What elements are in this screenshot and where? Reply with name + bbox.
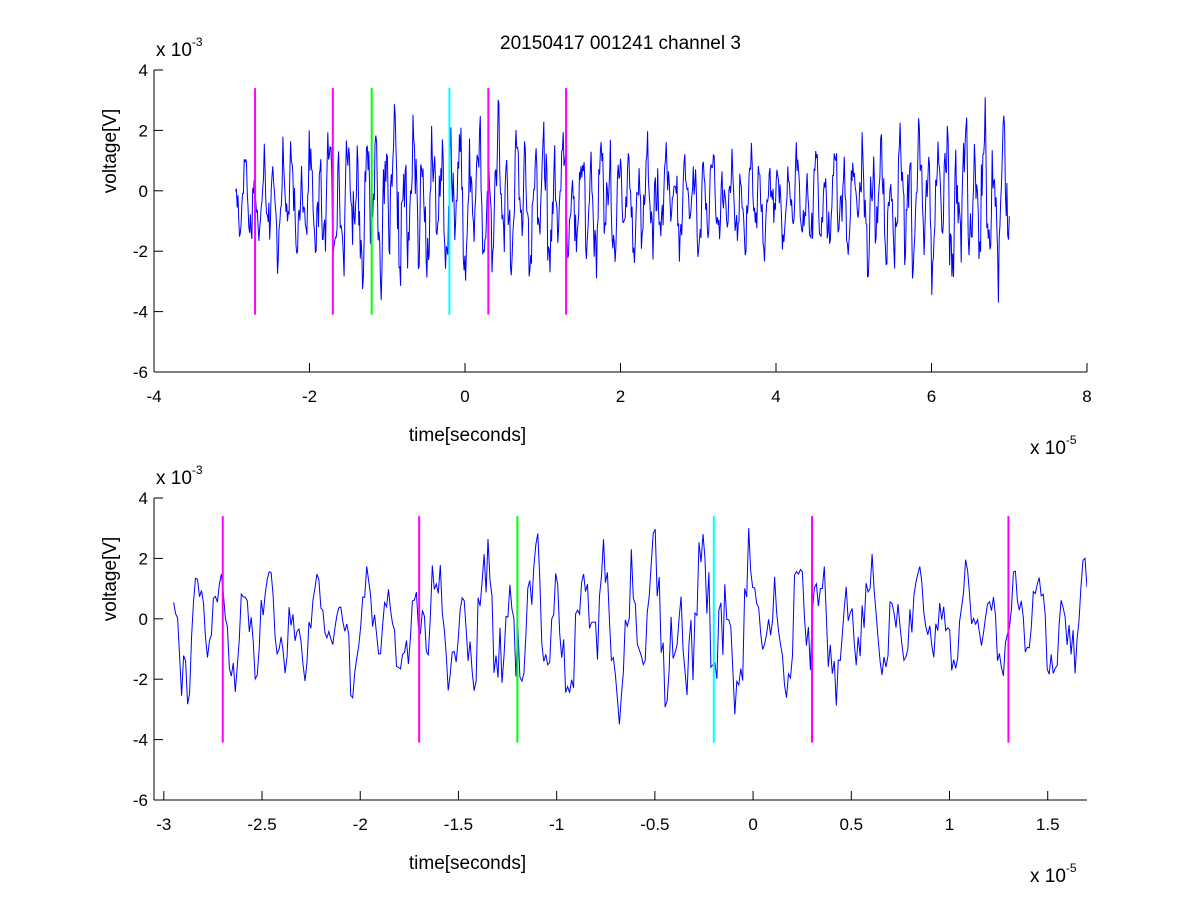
- subplot-1: 20150417 001241 channel 3 -6 -4 -2 0 2 4 -4 -2 0 2…: [100, 33, 1092, 459]
- y-tick-label: 0: [139, 182, 148, 201]
- x-exponent-power: -5: [1066, 861, 1077, 875]
- x-tick-label: -2: [302, 387, 317, 406]
- y-tick-label: 0: [139, 610, 148, 629]
- y-exponent-power: -3: [192, 463, 203, 477]
- x-tick-label: 4: [771, 387, 780, 406]
- y-tick-label: -4: [133, 303, 148, 322]
- x-tick-label: 0: [748, 815, 757, 834]
- y-exponent-label: x 10-3: [156, 463, 203, 489]
- x-tick-label: -2.5: [247, 815, 276, 834]
- x-tick-label: 2: [616, 387, 625, 406]
- x-exponent-label: x 10-5: [1030, 433, 1077, 459]
- y-axis-label: voltage[V]: [100, 537, 121, 622]
- x-tick-label: 0.5: [839, 815, 863, 834]
- y-tick-label: 4: [139, 489, 148, 508]
- x-exponent-power: -5: [1066, 433, 1077, 447]
- x-tick-label: -1: [549, 815, 564, 834]
- x-tick-label: 6: [927, 387, 936, 406]
- x-tick-label: 8: [1082, 387, 1091, 406]
- y-axis-label: voltage[V]: [100, 109, 121, 194]
- x-tick-label: 1: [945, 815, 954, 834]
- x-axis-label: time[seconds]: [409, 425, 526, 446]
- series-line-1: [235, 97, 1010, 303]
- y-tick-label: 4: [139, 61, 148, 80]
- y-exponent-power: -3: [192, 35, 203, 49]
- series-line-1: [173, 528, 1087, 725]
- y-tick-label: 2: [139, 549, 148, 568]
- y-tick-label: -2: [133, 670, 148, 689]
- y-tick-label: -6: [133, 791, 148, 810]
- x-tick-label: -1.5: [444, 815, 473, 834]
- x-tick-label: -4: [146, 387, 161, 406]
- x-tick-label: -2: [353, 815, 368, 834]
- x-exponent-label: x 10-5: [1030, 861, 1077, 887]
- y-tick-label: -6: [133, 363, 148, 382]
- x-tick-label: -0.5: [640, 815, 669, 834]
- x-exponent-base: x 10: [1030, 866, 1066, 887]
- y-tick-label: -2: [133, 242, 148, 261]
- y-exponent-base: x 10: [156, 468, 192, 489]
- y-exponent-base: x 10: [156, 40, 192, 61]
- x-tick-label: -3: [156, 815, 171, 834]
- x-axis-label: time[seconds]: [409, 853, 526, 874]
- y-exponent-label: x 10-3: [156, 35, 203, 61]
- chart-title: 20150417 001241 channel 3: [500, 33, 741, 54]
- x-exponent-base: x 10: [1030, 438, 1066, 459]
- y-tick-label: -4: [133, 731, 148, 750]
- y-tick-label: 2: [139, 121, 148, 140]
- x-tick-label: 0: [460, 387, 469, 406]
- x-tick-label: 1.5: [1036, 815, 1060, 834]
